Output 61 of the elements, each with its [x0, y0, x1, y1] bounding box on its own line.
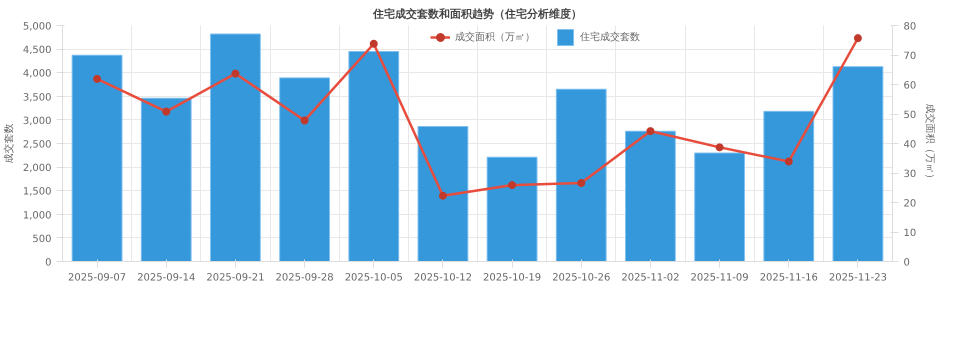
point: [438, 192, 447, 200]
point: [854, 34, 862, 42]
y-tick-label: 2,500: [22, 140, 52, 150]
y2-tick-label: 70: [904, 51, 916, 62]
bar: [348, 50, 400, 262]
bar: [72, 54, 122, 262]
x-tick-label: 2025-09-07: [68, 272, 126, 284]
y-tick-label: 1,500: [22, 186, 52, 198]
y-tick-label: 3,000: [22, 116, 52, 127]
bar: [140, 98, 192, 262]
x-tick-label: 2025-09-21: [206, 272, 264, 284]
x-tick-label: 2025-11-16: [760, 272, 818, 284]
legend-label: 成交面积（万㎡）: [455, 30, 535, 44]
x-tick-label: 2025-10-05: [344, 272, 403, 284]
y2-tick-label: 20: [904, 198, 916, 210]
y-axis-title: 成交套数: [2, 124, 15, 164]
y2-tick-label: 10: [904, 228, 916, 239]
bar: [556, 88, 607, 262]
point: [93, 74, 102, 83]
y-tick-label: 500: [32, 234, 52, 245]
bar: [694, 152, 745, 262]
bar: [763, 110, 814, 262]
y2-tick-label: 80: [904, 22, 916, 32]
x-tick-label: 2025-11-02: [621, 272, 680, 284]
legend-label: 住宅成交套数: [580, 30, 640, 44]
point: [300, 116, 309, 124]
bar: [418, 126, 468, 262]
x-tick-label: 2025-09-14: [137, 272, 196, 284]
chart-title: 住宅成交套数和面积趋势（住宅分析维度）: [372, 8, 582, 20]
bar: [210, 33, 261, 262]
y2-tick-label: 50: [904, 110, 916, 121]
x-tick-label: 2025-11-23: [828, 272, 887, 284]
y2-axis-title: 成交面积（万㎡）: [924, 104, 936, 184]
y-tick-label: 4,000: [22, 68, 52, 80]
point: [577, 179, 586, 188]
y2-tick-label: 0: [904, 258, 910, 268]
y2-tick-label: 60: [904, 80, 916, 92]
y-tick-label: 1,000: [22, 210, 52, 222]
x-tick-label: 2025-11-09: [690, 272, 749, 284]
point: [646, 127, 654, 136]
bar: [625, 130, 676, 262]
x-tick-label: 2025-10-26: [552, 272, 610, 284]
y-tick-label: 5,000: [22, 22, 52, 32]
x-tick-label: 2025-10-19: [483, 272, 542, 284]
y-tick-label: 0: [45, 258, 52, 268]
point: [716, 143, 724, 152]
point: [162, 108, 170, 116]
y2-tick-label: 30: [904, 169, 916, 180]
y-tick-label: 2,000: [22, 163, 52, 174]
x-tick-label: 2025-09-28: [276, 272, 334, 284]
point: [508, 181, 516, 190]
point: [231, 70, 240, 78]
y2-tick-label: 40: [904, 140, 916, 150]
point: [784, 158, 793, 166]
bar: [832, 66, 884, 262]
y-tick-label: 3,500: [22, 92, 52, 104]
bar: [486, 156, 538, 262]
point: [370, 40, 378, 48]
bar: [279, 77, 330, 262]
y-tick-label: 4,500: [22, 45, 52, 56]
x-tick-label: 2025-10-12: [414, 272, 472, 284]
